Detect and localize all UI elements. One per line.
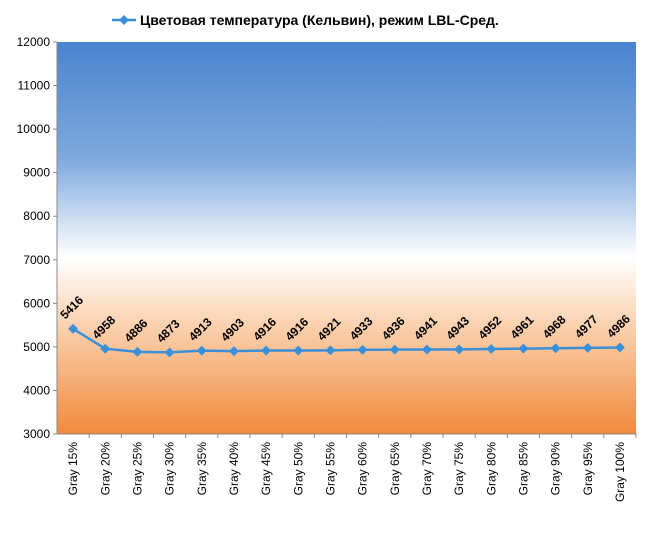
point-marker	[164, 347, 175, 358]
legend-label: Цветовая температура (Кельвин), режим LB…	[140, 12, 499, 28]
point-marker	[228, 346, 239, 357]
x-tick-label: Gray 60%	[356, 442, 370, 496]
point-marker	[518, 343, 529, 354]
y-tick-label: 4000	[23, 383, 50, 397]
x-tick-label: Gray 70%	[420, 442, 434, 496]
legend-marker	[119, 15, 129, 25]
plot-area	[57, 42, 636, 434]
x-tick-label: Gray 30%	[163, 442, 177, 496]
x-tick-label: Gray 20%	[98, 442, 112, 496]
x-tick-label: Gray 15%	[66, 442, 80, 496]
point-marker	[550, 343, 561, 354]
point-marker	[196, 345, 207, 356]
x-tick-label: Gray 80%	[484, 442, 498, 496]
x-tick-label: Gray 35%	[195, 442, 209, 496]
point-marker	[421, 344, 432, 355]
point-marker	[357, 344, 368, 355]
x-tick-label: Gray 85%	[516, 442, 530, 496]
x-tick-label: Gray 40%	[227, 442, 241, 496]
y-tick-label: 11000	[18, 79, 51, 93]
point-marker	[486, 344, 497, 354]
x-tick-label: Gray 90%	[549, 442, 563, 496]
point-marker	[454, 344, 465, 355]
point-marker	[261, 345, 272, 356]
y-tick-label: 3000	[23, 427, 50, 441]
y-tick-label: 6000	[23, 296, 50, 310]
point-marker	[293, 345, 304, 356]
point-marker	[389, 344, 400, 355]
x-tick-label: Gray 45%	[259, 442, 273, 496]
series-line	[72, 327, 620, 354]
x-tick-label: Gray 55%	[323, 442, 337, 496]
point-marker	[132, 346, 143, 357]
y-tick-label: 5000	[23, 340, 50, 354]
y-tick-label: 8000	[23, 209, 50, 223]
point-marker	[614, 342, 625, 353]
point-marker	[325, 345, 336, 356]
y-tick-label: 10000	[17, 122, 51, 136]
y-tick-label: 12000	[17, 35, 51, 49]
y-tick-label: 7000	[23, 253, 50, 267]
x-tick-label: Gray 100%	[613, 442, 627, 502]
x-tick-label: Gray 50%	[291, 442, 305, 496]
x-tick-label: Gray 95%	[581, 442, 595, 496]
x-tick-label: Gray 65%	[388, 442, 402, 496]
point-marker	[582, 342, 593, 353]
y-tick-label: 9000	[23, 166, 50, 180]
x-tick-label: Gray 25%	[130, 442, 144, 496]
x-tick-label: Gray 75%	[452, 442, 466, 496]
